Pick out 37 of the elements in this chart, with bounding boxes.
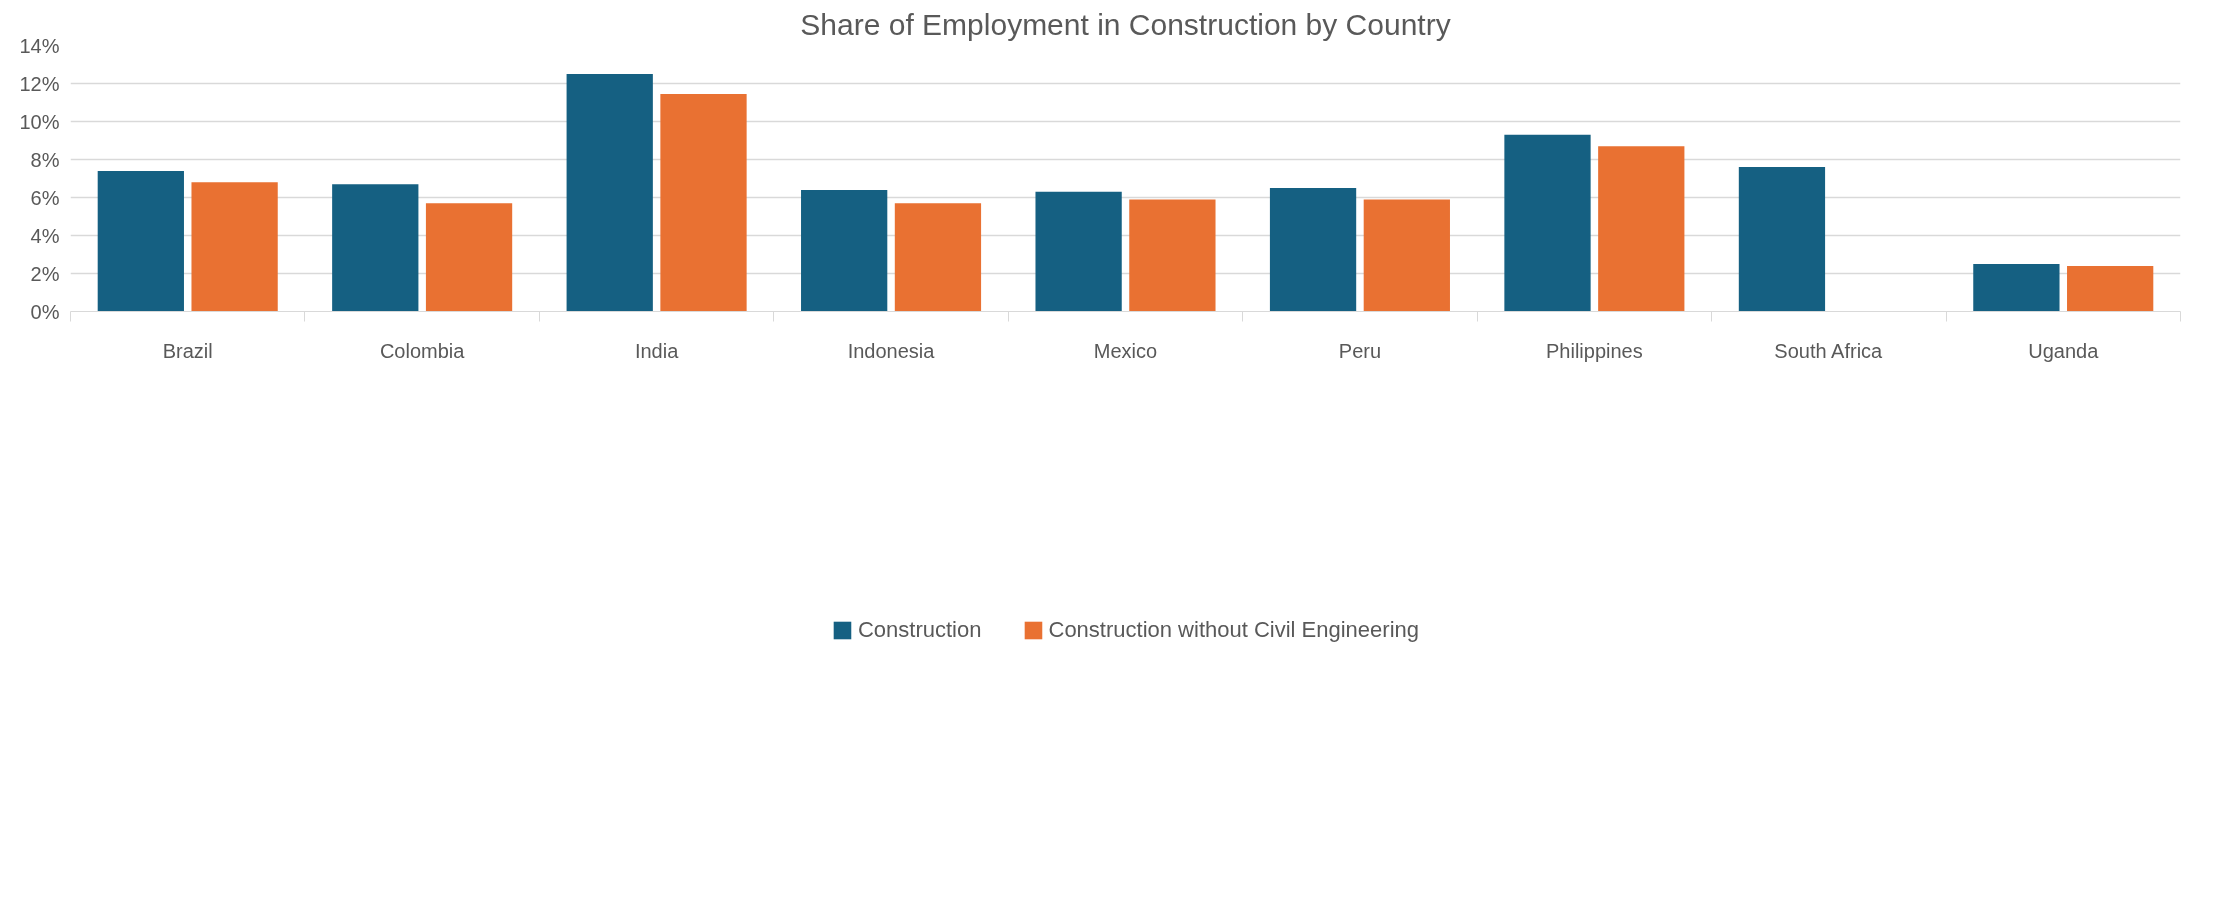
x-tick-label: Colombia <box>379 339 466 362</box>
bar <box>1598 146 1685 312</box>
bar <box>2067 265 2154 312</box>
y-tick-label: 4% <box>30 224 60 247</box>
x-tick-label: Mexico <box>1093 339 1158 362</box>
bar <box>97 170 184 312</box>
x-tick-label: Uganda <box>2028 339 2100 362</box>
bar <box>191 182 278 312</box>
x-tick-label: South Africa <box>1774 339 1884 362</box>
bar <box>894 203 982 312</box>
y-tick-label: 12% <box>19 72 60 95</box>
y-tick-label: 2% <box>30 262 60 285</box>
bar <box>1269 188 1357 312</box>
bar <box>1504 134 1591 312</box>
bar <box>1129 199 1216 312</box>
y-tick-label: 6% <box>30 186 60 209</box>
legend-label: Construction without Civil Engineering <box>1048 617 1420 643</box>
y-tick-label: 10% <box>19 110 60 133</box>
bar <box>332 184 419 312</box>
x-tick-label: Brazil <box>162 339 213 362</box>
bar <box>1973 264 2060 312</box>
x-tick-label: Indonesia <box>847 339 936 362</box>
bar <box>801 189 888 312</box>
legend-label: Construction <box>857 617 982 643</box>
x-tick-label: India <box>634 339 680 362</box>
y-tick-label: 14% <box>19 34 60 57</box>
bar <box>566 74 653 312</box>
bar <box>1363 199 1450 312</box>
chart-title: Share of Employment in Construction by Country <box>800 7 1451 41</box>
bar <box>1035 191 1122 312</box>
x-tick-label: Philippines <box>1546 339 1643 362</box>
bar <box>1738 167 1826 312</box>
x-tick-label: Peru <box>1338 339 1382 362</box>
y-tick-label: 8% <box>30 148 60 171</box>
bar <box>660 93 747 312</box>
bar <box>425 203 513 312</box>
y-tick-label: 0% <box>30 300 60 323</box>
